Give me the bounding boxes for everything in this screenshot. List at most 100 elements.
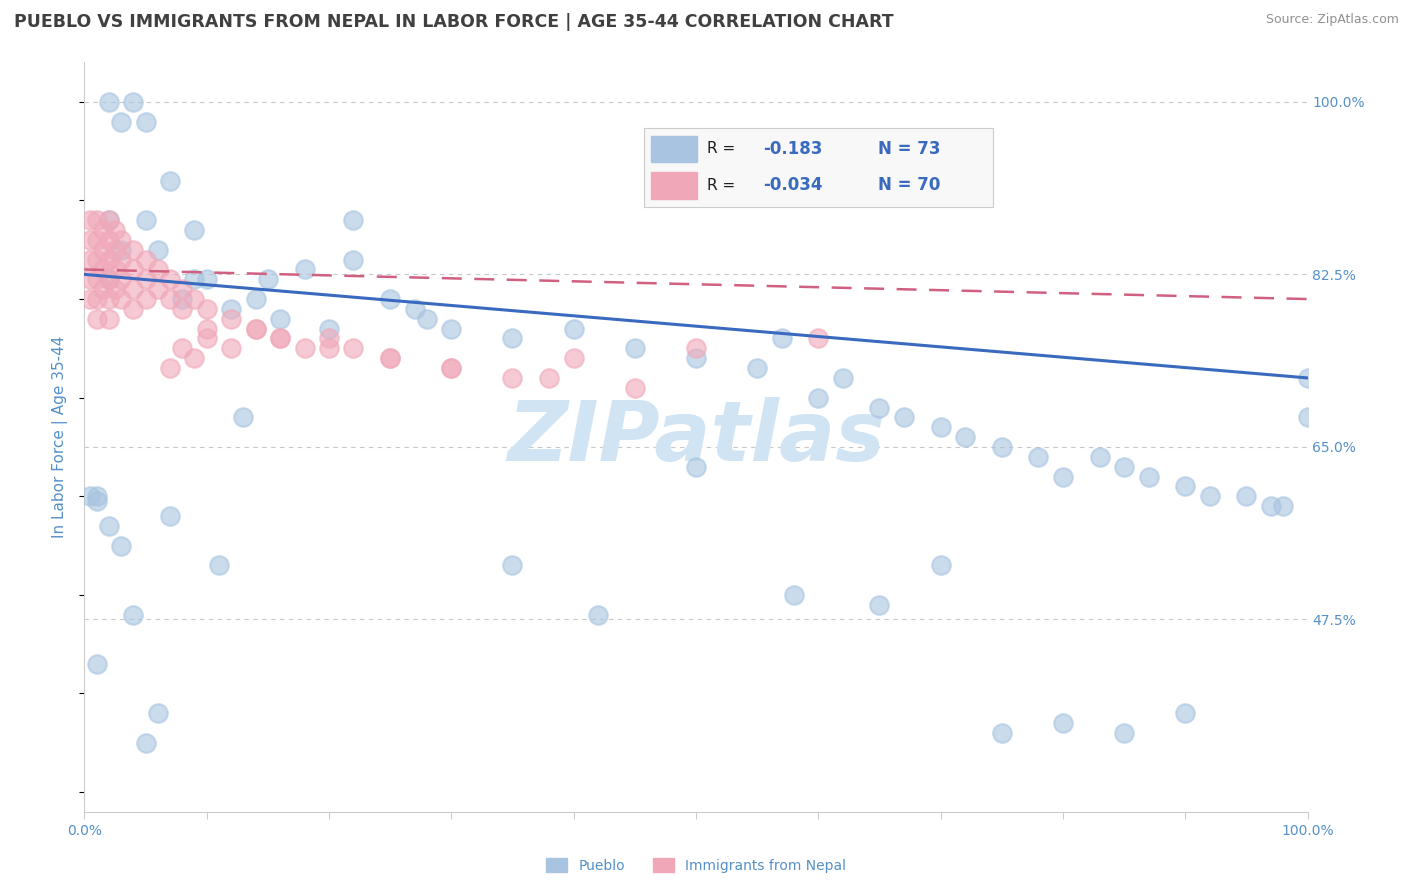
Point bbox=[1296, 371, 1319, 385]
Point bbox=[380, 351, 402, 366]
Point bbox=[208, 558, 231, 573]
Point bbox=[97, 252, 120, 267]
Point bbox=[1174, 706, 1197, 720]
Point bbox=[562, 321, 585, 335]
Point bbox=[869, 401, 891, 415]
Point bbox=[342, 342, 364, 356]
Point bbox=[269, 311, 291, 326]
Point bbox=[1236, 489, 1258, 503]
Point bbox=[159, 508, 181, 523]
Point bbox=[122, 607, 145, 622]
Point bbox=[97, 311, 120, 326]
Point bbox=[195, 272, 218, 286]
Point bbox=[1028, 450, 1050, 464]
Point bbox=[195, 331, 218, 345]
Point bbox=[183, 223, 205, 237]
Point bbox=[97, 213, 120, 227]
Point bbox=[91, 282, 114, 296]
Point bbox=[245, 292, 267, 306]
Point bbox=[135, 213, 157, 227]
Point bbox=[1114, 459, 1136, 474]
Point bbox=[318, 331, 340, 345]
Point bbox=[219, 342, 242, 356]
Point bbox=[97, 95, 120, 109]
Point bbox=[135, 252, 157, 267]
Point bbox=[416, 311, 439, 326]
Point bbox=[562, 351, 585, 366]
Point bbox=[104, 262, 127, 277]
Point bbox=[624, 381, 647, 395]
FancyBboxPatch shape bbox=[651, 136, 696, 162]
Point bbox=[146, 706, 169, 720]
Point bbox=[685, 459, 707, 474]
Point bbox=[172, 301, 194, 316]
Point bbox=[135, 736, 157, 750]
Point bbox=[159, 174, 181, 188]
Point bbox=[1260, 499, 1282, 513]
Point bbox=[232, 410, 254, 425]
Point bbox=[869, 598, 891, 612]
Point bbox=[104, 282, 127, 296]
Point bbox=[1137, 469, 1160, 483]
Point bbox=[86, 252, 108, 267]
Point bbox=[929, 420, 952, 434]
Point bbox=[269, 331, 291, 345]
Point bbox=[953, 430, 976, 444]
Point bbox=[380, 351, 402, 366]
Point bbox=[110, 114, 132, 128]
Point bbox=[219, 311, 242, 326]
Point bbox=[97, 272, 120, 286]
Point bbox=[86, 292, 108, 306]
Point bbox=[1174, 479, 1197, 493]
Point bbox=[97, 213, 120, 227]
Point bbox=[97, 518, 120, 533]
Point bbox=[122, 95, 145, 109]
Text: -0.034: -0.034 bbox=[763, 177, 823, 194]
Point bbox=[172, 292, 194, 306]
Point bbox=[79, 233, 101, 247]
Point bbox=[86, 213, 108, 227]
Point bbox=[110, 292, 132, 306]
Point bbox=[893, 410, 915, 425]
Text: R =: R = bbox=[707, 142, 735, 156]
Point bbox=[146, 243, 169, 257]
Point bbox=[104, 223, 127, 237]
Point bbox=[97, 272, 120, 286]
Point bbox=[110, 233, 132, 247]
Point bbox=[86, 311, 108, 326]
Point bbox=[1052, 716, 1074, 731]
Point bbox=[110, 272, 132, 286]
Point bbox=[86, 657, 108, 671]
Point bbox=[1198, 489, 1220, 503]
Point bbox=[183, 272, 205, 286]
Point bbox=[991, 726, 1014, 740]
Point bbox=[991, 440, 1014, 454]
Point bbox=[135, 272, 157, 286]
Point bbox=[122, 262, 145, 277]
Text: -0.183: -0.183 bbox=[763, 140, 823, 158]
Point bbox=[1088, 450, 1111, 464]
Point bbox=[245, 321, 267, 335]
Point bbox=[91, 262, 114, 277]
Point bbox=[502, 558, 524, 573]
Point bbox=[294, 262, 316, 277]
Point bbox=[219, 301, 242, 316]
Point bbox=[318, 321, 340, 335]
Text: ZIPatlas: ZIPatlas bbox=[508, 397, 884, 477]
Point bbox=[86, 489, 108, 503]
Point bbox=[502, 371, 524, 385]
Point bbox=[502, 331, 524, 345]
Point bbox=[257, 272, 280, 286]
Text: R =: R = bbox=[707, 178, 735, 193]
Point bbox=[807, 391, 830, 405]
Point bbox=[122, 282, 145, 296]
Point bbox=[1114, 726, 1136, 740]
Point bbox=[1296, 410, 1319, 425]
Point bbox=[86, 233, 108, 247]
Y-axis label: In Labor Force | Age 35-44: In Labor Force | Age 35-44 bbox=[52, 336, 69, 538]
Point bbox=[538, 371, 561, 385]
Point bbox=[318, 342, 340, 356]
Text: N = 70: N = 70 bbox=[877, 177, 941, 194]
Point bbox=[195, 301, 218, 316]
Point bbox=[929, 558, 952, 573]
